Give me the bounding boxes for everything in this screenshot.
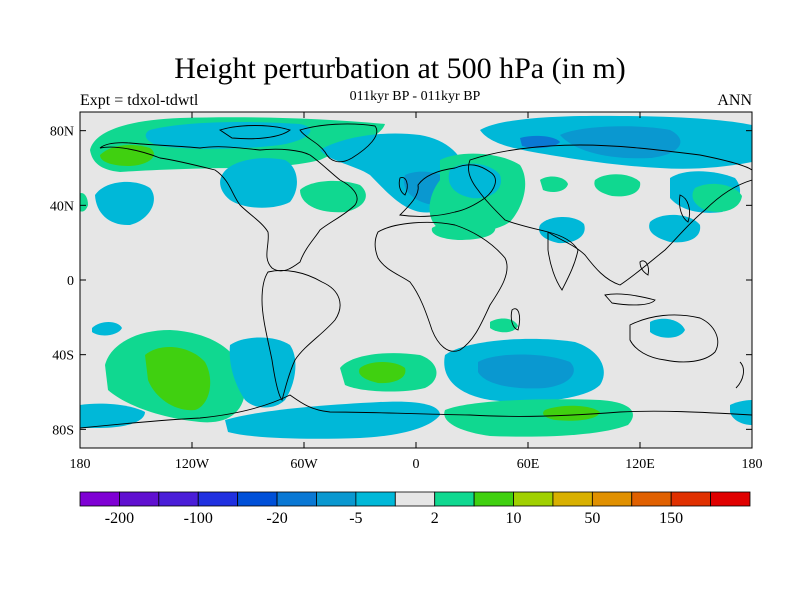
- season-label: ANN: [717, 92, 752, 109]
- colorbar-box: [552, 491, 593, 507]
- lat-tick-label: 40S: [52, 349, 74, 364]
- lat-tick-label: 40N: [50, 199, 74, 214]
- colorbar-label: 150: [659, 510, 683, 527]
- coastline-india: [547, 231, 579, 291]
- contour-region: [543, 405, 600, 421]
- colorbar-label: -20: [266, 510, 287, 527]
- colorbar-boxes: [79, 491, 751, 507]
- colorbar-label: -100: [184, 510, 213, 527]
- coastline-africa: [374, 221, 508, 352]
- contour-region: [594, 174, 641, 197]
- coastline-indonesia: [604, 293, 656, 306]
- contour-region: [730, 400, 752, 425]
- contour-region: [431, 220, 496, 240]
- colorbar-box: [710, 491, 751, 507]
- colorbar-box: [591, 491, 633, 507]
- contour-region: [490, 318, 518, 333]
- lat-tick-label: 80S: [52, 423, 74, 438]
- colorbar-box: [237, 491, 278, 507]
- contour-region: [229, 337, 296, 408]
- contour-region: [225, 401, 440, 439]
- contour-region: [539, 216, 585, 244]
- coastline-north-america: [99, 142, 358, 272]
- lon-tick-label: 0: [413, 457, 420, 472]
- lon-tick-label: 60E: [517, 457, 540, 472]
- colorbar-box: [473, 491, 514, 507]
- coastline-arctic-islands: [218, 125, 291, 140]
- contour-region: [145, 346, 211, 411]
- contour-region: [80, 193, 88, 212]
- lon-tick-label: 60W: [290, 457, 318, 472]
- contour-region: [92, 322, 122, 336]
- contour-region: [100, 144, 154, 166]
- colorbar-label: -5: [349, 510, 362, 527]
- colorbar-label: -200: [105, 510, 134, 527]
- colorbar-box: [158, 491, 199, 507]
- colorbar-box: [394, 491, 436, 507]
- colorbar-label: 2: [431, 510, 439, 527]
- coastline-greenland: [299, 123, 378, 163]
- coastline-japan: [679, 194, 691, 223]
- contour-region: [692, 183, 742, 212]
- experiment-label: Expt = tdxol-tdwtl: [80, 92, 199, 109]
- contour-region: [560, 126, 681, 159]
- contour-region: [448, 163, 501, 199]
- longitude-ticks: 180 120W 60W 0 60E 120E 180: [70, 112, 763, 472]
- colorbar-box: [513, 491, 554, 507]
- contour-region: [80, 403, 145, 428]
- lat-tick-label: 80N: [50, 125, 74, 140]
- coastline-australia: [629, 314, 719, 363]
- map-plot: 180 120W 60W 0 60E 120E 180 80N 40N 0 40S 80S: [50, 111, 763, 472]
- colorbar-box: [434, 491, 475, 507]
- contour-fill-layer: [80, 115, 752, 439]
- colorbar-box: [276, 491, 317, 507]
- contour-region: [650, 318, 685, 338]
- lon-tick-label: 120E: [625, 457, 655, 472]
- contour-region: [478, 354, 574, 389]
- lon-tick-label: 120W: [175, 457, 210, 472]
- lon-tick-label: 180: [742, 457, 763, 472]
- coastline-new-zealand: [735, 361, 744, 389]
- colorbar: -200 -100 -20 -5 2 10 50 150: [79, 491, 751, 527]
- colorbar-box: [631, 491, 672, 507]
- colorbar-box: [670, 491, 711, 507]
- colorbar-box: [355, 491, 396, 507]
- contour-region: [540, 176, 568, 192]
- colorbar-label: 10: [506, 510, 522, 527]
- colorbar-box: [316, 491, 357, 507]
- contour-region: [220, 158, 297, 208]
- coastline-europe: [399, 164, 496, 217]
- colorbar-labels: -200 -100 -20 -5 2 10 50 150: [105, 510, 683, 527]
- coastline-antarctica: [80, 394, 752, 429]
- lon-tick-label: 180: [70, 457, 91, 472]
- latitude-ticks: 80N 40N 0 40S 80S: [50, 125, 752, 438]
- contour-region: [520, 135, 560, 149]
- contour-region: [95, 181, 154, 226]
- coastline-philippines: [639, 260, 649, 276]
- colorbar-box: [79, 491, 120, 507]
- coastline-uk: [398, 177, 408, 196]
- coastline-layer: [80, 123, 752, 429]
- lat-tick-label: 0: [67, 274, 74, 289]
- map-subtitle: 011kyr BP - 011kyr BP: [349, 89, 481, 104]
- contour-region: [300, 180, 366, 213]
- coastline-madagascar: [510, 308, 521, 331]
- coastline-asia: [467, 144, 752, 286]
- map-title: Height perturbation at 500 hPa (in m): [174, 52, 626, 85]
- coastline-south-america: [261, 270, 341, 401]
- colorbar-box: [119, 491, 160, 507]
- colorbar-box: [197, 491, 239, 507]
- colorbar-label: 50: [584, 510, 600, 527]
- contour-region: [359, 362, 406, 384]
